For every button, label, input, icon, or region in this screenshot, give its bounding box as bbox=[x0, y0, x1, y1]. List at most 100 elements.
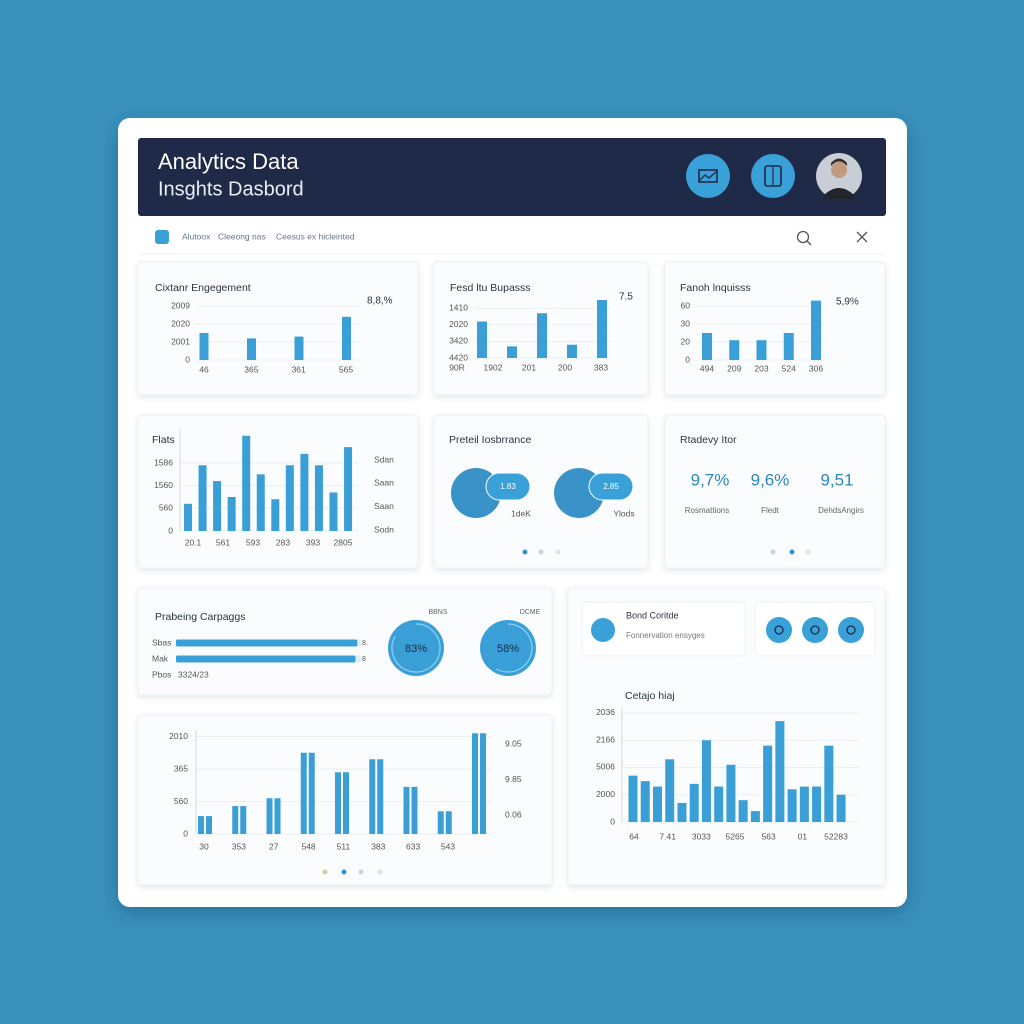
chart-note: 5,9% bbox=[836, 297, 859, 308]
avatar[interactable] bbox=[816, 153, 862, 199]
bar bbox=[537, 313, 547, 358]
page-dot bbox=[538, 549, 544, 555]
y-tick-label: 2020 bbox=[449, 319, 468, 329]
bar bbox=[567, 344, 577, 358]
x-tick-label: 306 bbox=[809, 363, 823, 373]
action-icon[interactable] bbox=[838, 617, 864, 643]
bar bbox=[811, 300, 821, 360]
search-icon[interactable] bbox=[796, 230, 810, 244]
x-tick-label: 361 bbox=[292, 364, 306, 374]
bar bbox=[628, 775, 638, 822]
toolbar-item: Alutoox bbox=[182, 231, 211, 241]
bar bbox=[836, 794, 846, 822]
panel-title: Preteil Iosbrrance bbox=[449, 434, 531, 446]
bar bbox=[714, 786, 724, 822]
right-label: 0.06 bbox=[505, 809, 522, 819]
y-tick-label: 365 bbox=[174, 763, 188, 773]
y-tick-label: 0 bbox=[183, 828, 188, 838]
chart-title: Fanoh lnquisss bbox=[680, 282, 751, 294]
x-tick-label: 494 bbox=[700, 363, 714, 373]
action-icon[interactable] bbox=[802, 617, 828, 643]
x-tick-label: 3033 bbox=[692, 831, 711, 841]
y-tick-label: 0 bbox=[168, 525, 173, 535]
bar bbox=[294, 336, 304, 360]
right-label: Sodn bbox=[374, 524, 394, 534]
y-tick-label: 0 bbox=[610, 816, 615, 826]
panel-title: Rtadevy Itor bbox=[680, 434, 737, 446]
bar bbox=[256, 474, 265, 531]
mail-button[interactable] bbox=[686, 154, 730, 198]
close-icon[interactable] bbox=[856, 231, 868, 243]
bar bbox=[701, 740, 711, 822]
action-icon[interactable] bbox=[766, 617, 792, 643]
right-label: 9.85 bbox=[505, 774, 522, 784]
right-label: 9.05 bbox=[505, 738, 522, 748]
action-glyph bbox=[774, 625, 784, 635]
y-tick-label: 2001 bbox=[171, 336, 190, 346]
chart-title: Cetajo hiaj bbox=[625, 690, 675, 702]
x-tick-label: 511 bbox=[337, 841, 351, 851]
row-marker: 8 bbox=[362, 656, 366, 663]
y-tick-label: 2166 bbox=[596, 734, 615, 744]
right-label: Sdan bbox=[374, 454, 394, 464]
bar bbox=[369, 759, 376, 834]
right-label: Saan bbox=[374, 501, 394, 511]
y-tick-label: 2009 bbox=[171, 300, 190, 310]
page-dot bbox=[322, 869, 328, 875]
bar bbox=[783, 333, 794, 360]
device-button[interactable] bbox=[751, 154, 795, 198]
pill-label: 2.85 bbox=[603, 482, 619, 491]
bar bbox=[640, 781, 650, 822]
x-tick-label: 201 bbox=[522, 362, 536, 372]
stat-label: Fledt bbox=[761, 506, 780, 515]
bar bbox=[411, 786, 418, 834]
x-tick-label: 64 bbox=[629, 831, 639, 841]
x-tick-label: 383 bbox=[594, 362, 608, 372]
y-tick-label: 560 bbox=[159, 503, 173, 513]
x-tick-label: 46 bbox=[199, 364, 209, 374]
toolbar-icon bbox=[155, 230, 169, 244]
x-tick-label: 633 bbox=[406, 841, 420, 851]
donut-heading: BBNS bbox=[428, 609, 447, 616]
x-tick-label: 365 bbox=[244, 364, 258, 374]
row-bar bbox=[176, 639, 358, 647]
toolbar-item: Cleeong nas bbox=[218, 231, 266, 241]
x-tick-label: 01 bbox=[798, 831, 808, 841]
y-tick-label: 0 bbox=[185, 354, 190, 364]
bar bbox=[763, 745, 773, 822]
bar bbox=[738, 800, 748, 822]
donut-heading: DCME bbox=[520, 609, 541, 616]
row-label: Mak bbox=[152, 653, 169, 663]
x-tick-label: 20.1 bbox=[185, 537, 202, 547]
row-marker: 8. bbox=[362, 640, 368, 647]
right-label: Saan bbox=[374, 478, 394, 488]
y-tick-label: 1560 bbox=[154, 480, 173, 490]
bar bbox=[787, 789, 797, 822]
contact-icon bbox=[591, 618, 615, 642]
bar bbox=[242, 435, 251, 531]
y-tick-label: 0 bbox=[685, 354, 690, 364]
bar bbox=[799, 786, 809, 822]
x-tick-label: 1902 bbox=[484, 362, 503, 372]
chart-note: 7.5 bbox=[619, 292, 633, 303]
chart-title: Fesd ltu Bupasss bbox=[450, 282, 531, 294]
x-tick-label: 548 bbox=[301, 841, 315, 851]
bar bbox=[342, 316, 351, 360]
y-tick-label: 2020 bbox=[171, 318, 190, 328]
action-glyph bbox=[846, 625, 856, 635]
donut-label: 58% bbox=[497, 643, 519, 655]
bar bbox=[480, 733, 486, 834]
x-tick-label: 27 bbox=[269, 841, 279, 851]
y-tick-label: 2036 bbox=[596, 707, 615, 717]
bar bbox=[702, 333, 712, 360]
y-tick-label: 60 bbox=[681, 300, 691, 310]
chart-title: Cixtanr Engegement bbox=[155, 282, 251, 294]
x-tick-label: 563 bbox=[762, 831, 776, 841]
bubble-label: 1deK bbox=[511, 508, 531, 518]
bubble-label: Ylods bbox=[613, 508, 634, 518]
search-icon bbox=[806, 240, 812, 246]
bar bbox=[377, 759, 384, 834]
y-tick-label: 560 bbox=[174, 796, 188, 806]
x-tick-label: 543 bbox=[441, 841, 455, 851]
bar bbox=[335, 772, 341, 834]
